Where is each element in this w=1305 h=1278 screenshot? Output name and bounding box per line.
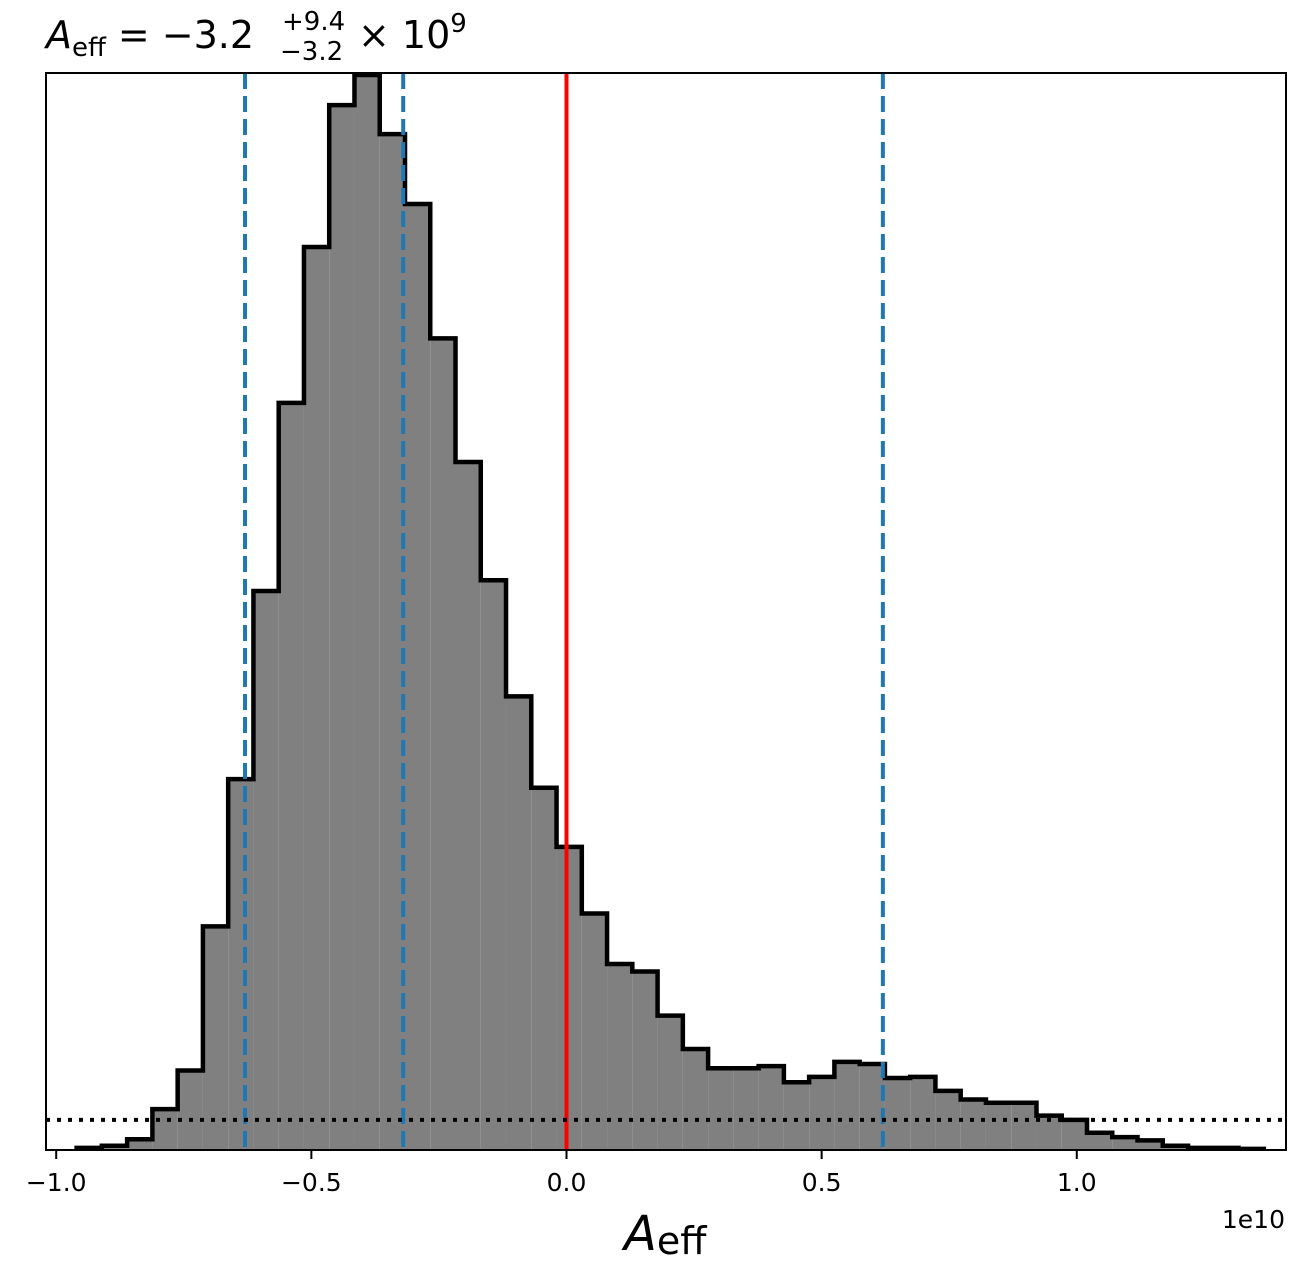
histogram-bar — [985, 1102, 1012, 1150]
x-axis-label-subscript: eff — [657, 1219, 707, 1263]
histogram-bar — [834, 1061, 860, 1150]
histogram-bar — [329, 105, 355, 1150]
histogram-bar — [859, 1064, 885, 1150]
x-axis-offset: 1e10 — [1222, 1205, 1285, 1234]
histogram-bar — [278, 402, 304, 1150]
histogram-bar — [1086, 1132, 1113, 1150]
title-upper-error: +9.4 — [282, 7, 345, 37]
histogram-bar — [455, 462, 481, 1150]
histogram-bar — [783, 1082, 810, 1150]
histogram-bar — [1137, 1140, 1163, 1150]
histogram-bar — [253, 591, 279, 1150]
histogram-bar — [152, 1109, 178, 1150]
title-lower-error: −3.2 — [280, 37, 343, 67]
histogram-bar — [758, 1066, 784, 1150]
histogram-bar — [430, 338, 456, 1150]
histogram-bar — [228, 779, 254, 1150]
x-tick-label: 1.0 — [1057, 1168, 1097, 1197]
histogram-bar — [1112, 1137, 1138, 1150]
histogram-bar — [202, 926, 229, 1150]
histogram-bar — [657, 1015, 683, 1150]
title-symbol: A — [43, 13, 72, 57]
histogram-bar — [480, 580, 507, 1150]
histogram-bar — [354, 75, 380, 1150]
histogram-bar — [708, 1068, 734, 1150]
histogram-bar — [1011, 1102, 1037, 1150]
title-exponent: 9 — [450, 9, 467, 39]
histogram-bar — [531, 787, 557, 1150]
histogram-bar — [910, 1076, 936, 1150]
histogram-bar — [303, 247, 330, 1150]
x-axis-ticks: −1.0 −0.5 0.0 0.5 1.0 — [26, 1150, 1097, 1197]
plot-area — [46, 73, 1286, 1150]
histogram-bar — [506, 696, 532, 1150]
title-scale: × 109 — [358, 9, 467, 57]
histogram-bar — [884, 1077, 911, 1150]
histogram-bar — [1061, 1119, 1087, 1150]
x-axis-label-symbol: A — [621, 1206, 657, 1262]
histogram-bar — [556, 846, 582, 1150]
histogram-bar — [632, 971, 658, 1150]
histogram-bar — [809, 1076, 835, 1150]
x-tick-label: −1.0 — [26, 1168, 87, 1197]
histogram-bar — [379, 134, 405, 1150]
histogram-bar — [733, 1068, 759, 1150]
title-symbol-subscript: eff — [72, 33, 107, 63]
x-tick-label: 0.5 — [802, 1168, 842, 1197]
title-times: × 10 — [358, 13, 450, 57]
histogram-bar — [177, 1070, 203, 1150]
title-equals: = — [118, 13, 150, 57]
axes-frame — [45, 72, 1287, 1151]
histogram-bar — [127, 1139, 153, 1150]
title-value: −3.2 — [162, 13, 254, 57]
histogram-bar — [404, 204, 431, 1150]
chart-title: Aeff = −3.2 — [43, 13, 254, 63]
histogram-bar — [607, 964, 633, 1150]
x-tick-label: −0.5 — [281, 1168, 342, 1197]
x-tick-label: 0.0 — [547, 1168, 587, 1197]
x-axis-label: Aeff — [621, 1206, 707, 1263]
histogram-bar — [581, 913, 608, 1150]
histogram-bar — [682, 1048, 709, 1150]
histogram-bar — [960, 1099, 986, 1150]
